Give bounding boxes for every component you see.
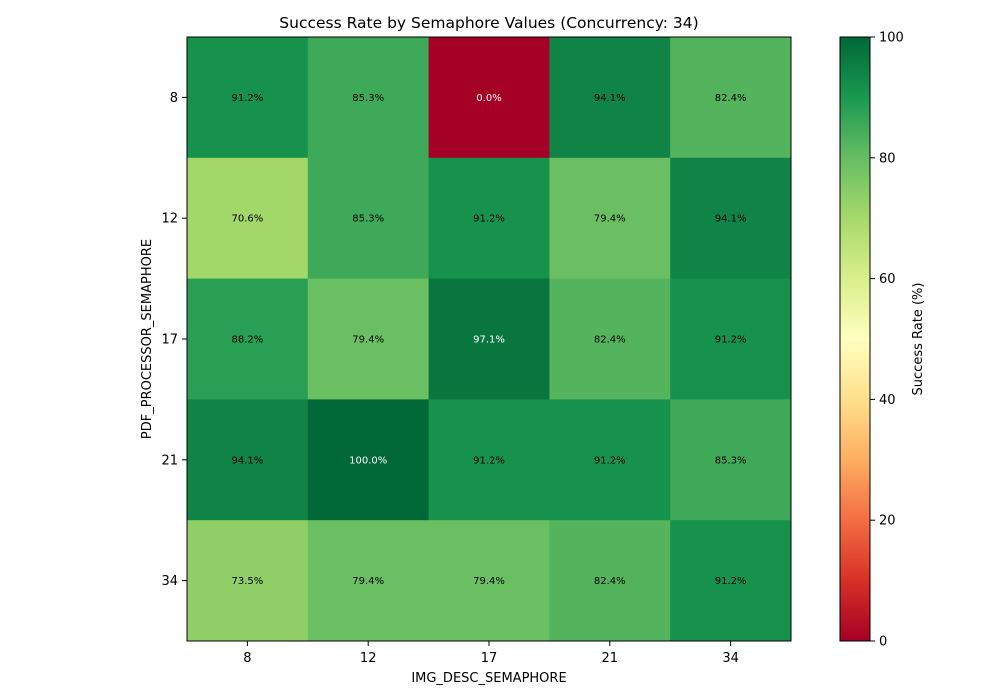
y-tick-label-34: 34 (161, 574, 178, 589)
heatmap-cell-r4-c1 (307, 520, 430, 642)
heatmap-cell-r3-c3 (549, 399, 671, 521)
heatmap-cell-r4-c2 (428, 520, 550, 642)
heatmap-cell-r2-c4 (670, 278, 792, 400)
y-tick-label-12: 12 (161, 212, 178, 227)
heatmap-cell-r3-c4 (670, 399, 792, 521)
colorbar-tick-label-60: 60 (879, 272, 896, 287)
heatmap-cell-r2-c1 (307, 278, 430, 400)
heatmap-cell-r0-c1 (307, 37, 430, 159)
x-tick-label-12: 12 (360, 651, 377, 666)
heatmap-cells (187, 37, 792, 642)
colorbar-tick-label-20: 20 (879, 514, 896, 529)
x-tick-label-8: 8 (243, 651, 251, 666)
x-tick-label-21: 21 (602, 651, 619, 666)
y-tick-label-17: 17 (161, 333, 178, 348)
x-axis-ticks: 8 12 17 21 34 (243, 641, 739, 666)
cell-value-label-r1-c4: 94.1% (715, 214, 747, 225)
x-axis-label: IMG_DESC_SEMAPHORE (411, 671, 566, 686)
cell-value-label-r2-c1: 79.4% (352, 335, 384, 346)
cell-value-label-r0-c4: 82.4% (715, 93, 747, 104)
cell-value-label-r4-c4: 91.2% (715, 576, 747, 587)
heatmap-cell-r3-c2 (428, 399, 550, 521)
colorbar-label: Success Rate (%) (911, 283, 926, 396)
chart-title: Success Rate by Semaphore Values (Concur… (279, 14, 698, 32)
y-tick-label-8: 8 (170, 91, 178, 106)
cell-value-label-r1-c1: 85.3% (352, 214, 384, 225)
cell-value-label-r0-c0: 91.2% (232, 93, 264, 104)
heatmap-cell-r1-c4 (670, 157, 792, 280)
x-tick-label-34: 34 (722, 651, 739, 666)
cell-value-label-r4-c1: 79.4% (352, 576, 384, 587)
heatmap-cell-r2-c2 (428, 278, 550, 400)
heatmap-cell-r1-c1 (307, 157, 430, 280)
cell-value-label-r3-c4: 85.3% (715, 455, 747, 466)
cell-value-label-r0-c3: 94.1% (594, 93, 626, 104)
cell-value-label-r3-c3: 91.2% (594, 455, 626, 466)
y-tick-label-21: 21 (161, 453, 178, 468)
cell-value-label-r4-c2: 79.4% (473, 576, 505, 587)
heatmap-cell-r0-c3 (549, 37, 671, 159)
colorbar-tick-label-100: 100 (879, 31, 904, 46)
heatmap-cell-r0-c4 (670, 37, 792, 159)
cell-value-label-r3-c2: 91.2% (473, 455, 505, 466)
cell-value-label-r0-c2: 0.0% (476, 93, 501, 104)
heatmap-cell-r1-c3 (549, 157, 671, 280)
heatmap-cell-r1-c2 (428, 157, 550, 280)
cell-value-label-r2-c2: 97.1% (473, 335, 505, 346)
heatmap-cell-labels: 91.2% 85.3% 0.0% 94.1% 82.4% 70.6% 85.3% 91.2% 7… (232, 93, 747, 587)
colorbar-tick-label-40: 40 (879, 393, 896, 408)
colorbar-tick-label-0: 0 (879, 635, 887, 650)
cell-value-label-r2-c4: 91.2% (715, 335, 747, 346)
cell-value-label-r2-c3: 82.4% (594, 335, 626, 346)
heatmap-cell-r3-c0 (187, 399, 309, 521)
cell-value-label-r2-c0: 88.2% (232, 335, 264, 346)
cell-value-label-r1-c0: 70.6% (232, 214, 264, 225)
heatmap-cell-r2-c0 (187, 278, 309, 400)
colorbar (839, 36, 871, 642)
heatmap-cell-r4-c4 (670, 520, 792, 642)
colorbar-tick-label-80: 80 (879, 151, 896, 166)
heatmap-cell-r0-c0 (187, 37, 309, 159)
cell-value-label-r0-c1: 85.3% (352, 93, 384, 104)
colorbar-ticks: 0 20 40 60 80 100 (870, 31, 904, 650)
y-axis-ticks: 8 12 17 21 34 (161, 91, 187, 589)
x-tick-label-17: 17 (481, 651, 498, 666)
heatmap-cell-r1-c0 (187, 157, 309, 280)
cell-value-label-r3-c1: 100.0% (349, 455, 387, 466)
heatmap-cell-r4-c0 (187, 520, 309, 642)
heatmap-cell-r3-c1 (307, 399, 430, 521)
cell-value-label-r1-c3: 79.4% (594, 214, 626, 225)
cell-value-label-r4-c0: 73.5% (232, 576, 264, 587)
y-axis-label: PDF_PROCESSOR_SEMAPHORE (140, 239, 155, 439)
heatmap-cell-r2-c3 (549, 278, 671, 400)
cell-value-label-r4-c3: 82.4% (594, 576, 626, 587)
heatmap-cell-r4-c3 (549, 520, 671, 642)
heatmap-cell-r0-c2 (428, 37, 550, 159)
cell-value-label-r1-c2: 91.2% (473, 214, 505, 225)
cell-value-label-r3-c0: 94.1% (232, 455, 264, 466)
